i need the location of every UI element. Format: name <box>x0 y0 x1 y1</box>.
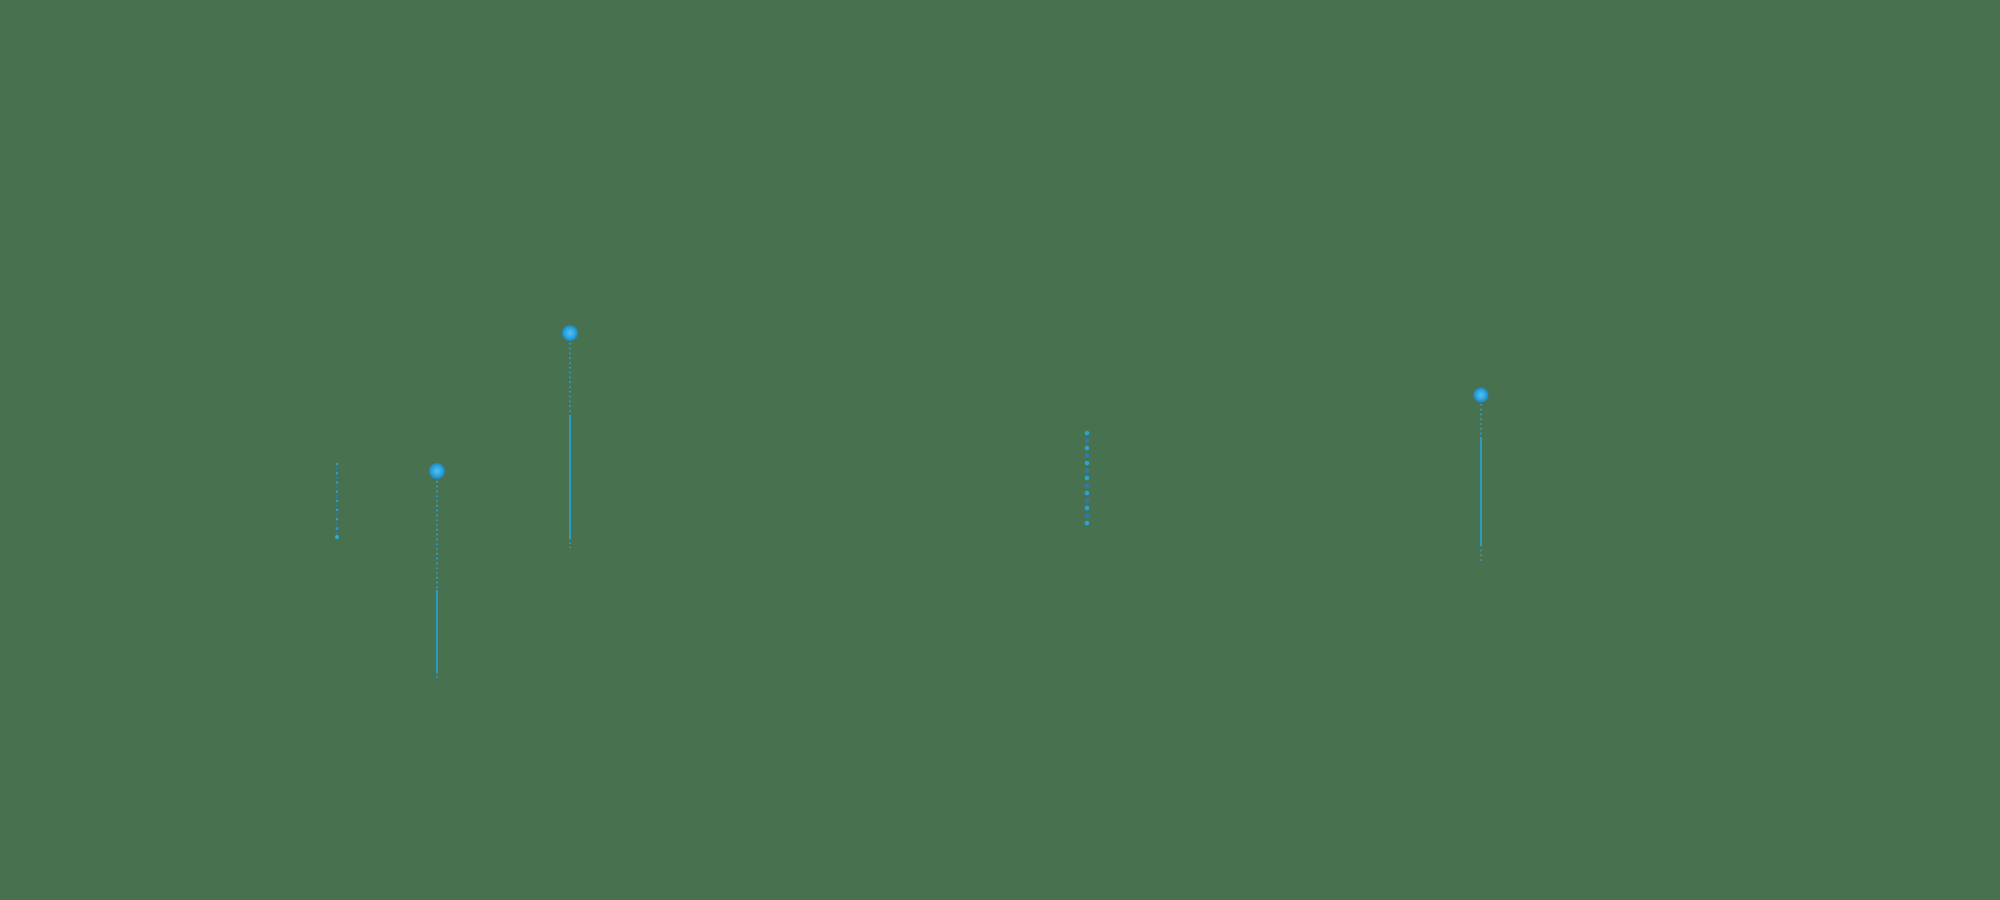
spark-riser-left <box>429 463 445 681</box>
spark-trail-left <box>335 462 339 539</box>
spark-end-dot <box>335 535 339 539</box>
spark-head-dot <box>429 463 445 479</box>
spark-head-dot <box>562 325 578 341</box>
spark-head-dot <box>1473 387 1489 403</box>
spark-riser-right <box>1473 387 1489 564</box>
spark-riser-center <box>562 325 578 548</box>
